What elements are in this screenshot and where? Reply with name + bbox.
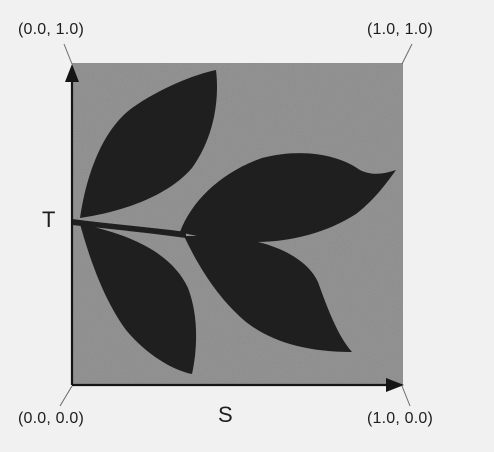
leaf-upper-left xyxy=(80,70,217,218)
t-axis-label: T xyxy=(42,207,56,232)
corner-label-top-left: (0.0, 1.0) xyxy=(18,21,85,38)
leader-top-left xyxy=(63,43,73,65)
leaf-stem xyxy=(72,219,186,238)
s-axis-arrowhead xyxy=(386,378,404,392)
corner-label-top-right: (1.0, 1.0) xyxy=(367,21,434,38)
leaf-lower-right xyxy=(184,236,352,352)
corner-leaders xyxy=(59,43,413,407)
leaf-upper-right xyxy=(180,153,396,242)
axes xyxy=(65,64,404,392)
s-axis-label: S xyxy=(218,402,233,427)
leader-bottom-right xyxy=(401,385,411,407)
t-axis-arrowhead xyxy=(65,64,79,82)
corner-label-bottom-left: (0.0, 0.0) xyxy=(18,410,85,427)
leaf-image xyxy=(72,70,396,374)
corner-label-bottom-right: (1.0, 0.0) xyxy=(367,410,434,427)
leader-bottom-left xyxy=(59,385,73,407)
leaf-lower-left xyxy=(80,224,197,374)
leader-top-right xyxy=(401,43,413,65)
